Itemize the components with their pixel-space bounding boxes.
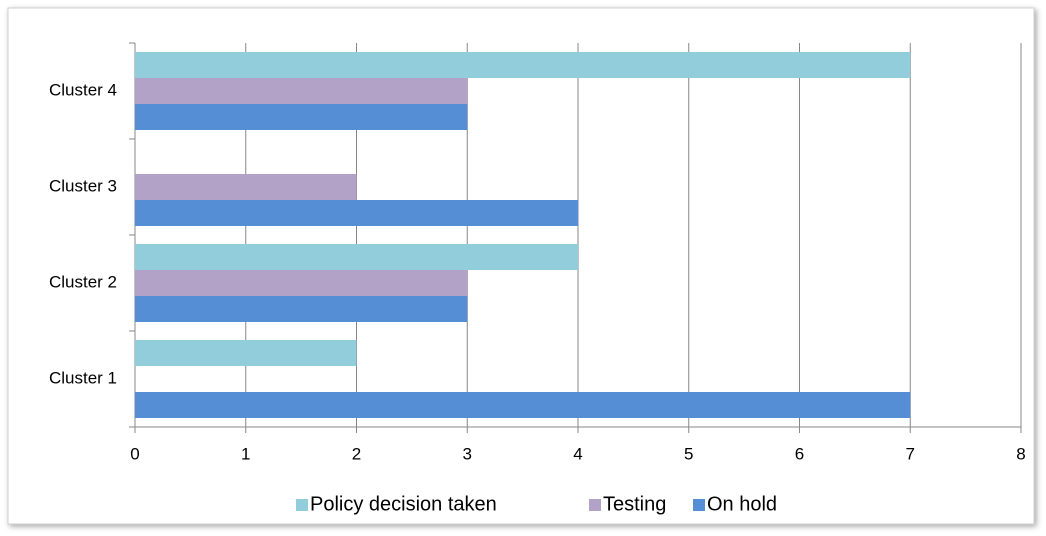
x-tick-label: 8: [1016, 444, 1025, 463]
bar: [135, 104, 468, 130]
x-tick-label: 0: [130, 444, 139, 463]
x-tick-label: 7: [906, 444, 915, 463]
x-tick-label: 5: [684, 444, 693, 463]
x-tick-label: 3: [463, 444, 472, 463]
legend-swatch: [693, 499, 705, 511]
y-tick-label: Cluster 1: [49, 368, 117, 387]
legend-swatch: [589, 499, 601, 511]
x-tick-label: 6: [795, 444, 804, 463]
bar: [135, 340, 357, 366]
x-tick-label: 1: [241, 444, 250, 463]
bar: [135, 244, 578, 270]
legend-label: Testing: [603, 493, 666, 515]
y-tick-label: Cluster 3: [49, 176, 117, 195]
bar: [135, 174, 357, 200]
bar: [135, 296, 468, 322]
bar: [135, 270, 468, 296]
bar: [135, 392, 911, 418]
legend-label: On hold: [707, 493, 777, 515]
x-tick-label: 2: [352, 444, 361, 463]
y-tick-label: Cluster 4: [49, 80, 117, 99]
bar: [135, 52, 911, 78]
y-tick-label: Cluster 2: [49, 272, 117, 291]
x-tick-label: 4: [573, 444, 582, 463]
legend-label: Policy decision taken: [310, 493, 497, 515]
bar: [135, 78, 468, 104]
legend-swatch: [296, 499, 308, 511]
bar: [135, 200, 578, 226]
